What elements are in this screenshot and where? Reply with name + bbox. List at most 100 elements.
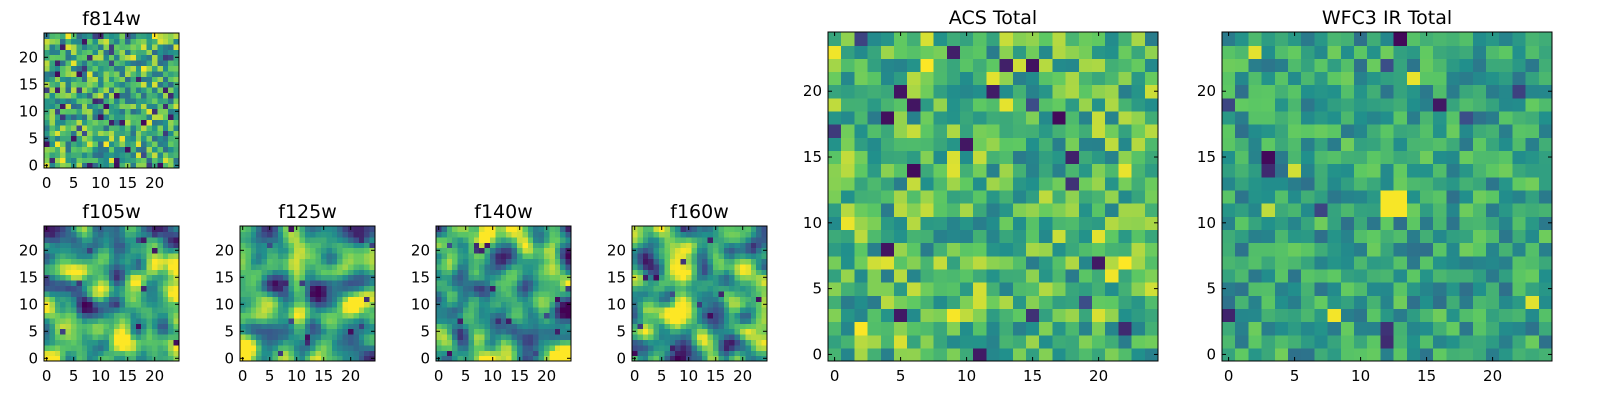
heatmap-cell — [1525, 189, 1540, 204]
heatmap-cell — [750, 274, 757, 281]
heatmap-cell — [560, 242, 567, 249]
heatmap-cell — [718, 307, 725, 313]
heatmap-cell — [71, 344, 77, 351]
heatmap-cell — [125, 285, 131, 292]
heatmap-cell — [98, 38, 104, 45]
heatmap-cell — [756, 263, 763, 270]
heatmap-cell — [686, 285, 692, 292]
heatmap-cell — [1380, 308, 1395, 323]
heatmap-cell — [81, 60, 88, 66]
heatmap-cell — [369, 231, 376, 238]
heatmap-cell — [1340, 334, 1355, 349]
heatmap-cell — [1222, 229, 1236, 244]
heatmap-cell — [92, 334, 99, 340]
heatmap-cell — [1340, 97, 1355, 112]
heatmap-cell — [1288, 242, 1302, 257]
heatmap-cell — [686, 247, 692, 254]
heatmap-cell — [740, 334, 746, 340]
heatmap-cell — [60, 339, 67, 346]
x-tick-label: 20 — [1089, 367, 1108, 385]
heatmap-cell — [1274, 45, 1289, 59]
heatmap-cell — [162, 65, 169, 72]
heatmap-cell — [986, 255, 1001, 270]
heatmap-cell — [1512, 347, 1527, 362]
heatmap-cell — [44, 38, 50, 45]
heatmap-cell — [130, 323, 137, 330]
heatmap-cell — [1512, 308, 1527, 323]
heatmap-cell — [463, 236, 469, 243]
heatmap-cell — [565, 280, 572, 286]
heatmap-cell — [544, 263, 550, 270]
heatmap-cell — [560, 263, 567, 270]
heatmap-cell — [130, 141, 137, 147]
heatmap-cell — [342, 350, 349, 357]
heatmap-cell — [135, 114, 142, 120]
heatmap-cell — [337, 269, 344, 276]
heatmap-cell — [920, 124, 935, 138]
heatmap-cell — [713, 242, 719, 249]
heatmap-cell — [60, 87, 67, 93]
heatmap-cell — [1235, 137, 1249, 152]
heatmap-cell — [565, 344, 572, 351]
heatmap-cell — [1118, 308, 1133, 323]
heatmap-cell — [141, 135, 148, 142]
heatmap-cell — [1261, 97, 1276, 112]
heatmap-cell — [358, 296, 365, 303]
heatmap-cell — [1472, 203, 1487, 217]
heatmap-cell — [463, 280, 469, 286]
heatmap-cell — [457, 258, 464, 265]
heatmap-cell — [691, 301, 698, 308]
heatmap-cell — [669, 285, 676, 292]
heatmap-cell — [446, 328, 453, 335]
heatmap-cell — [108, 70, 115, 77]
heatmap-cell — [114, 49, 121, 56]
heatmap-cell — [1092, 203, 1106, 217]
heatmap-cell — [87, 290, 94, 297]
heatmap-cell — [277, 247, 284, 254]
heatmap-cell — [49, 33, 56, 39]
heatmap-cell — [756, 301, 763, 308]
heatmap-cell — [549, 355, 556, 362]
heatmap-cell — [60, 290, 67, 297]
heatmap-cell — [54, 323, 61, 330]
heatmap-cell — [986, 137, 1001, 152]
heatmap-cell — [446, 285, 453, 292]
heatmap-cell — [1538, 255, 1553, 270]
heatmap-cell — [664, 296, 671, 303]
heatmap-cell — [71, 236, 77, 243]
heatmap-cell — [960, 308, 974, 323]
heatmap-cell — [506, 296, 513, 303]
heatmap-cell — [740, 339, 746, 346]
heatmap-cell — [337, 236, 344, 243]
heatmap-cell — [1301, 282, 1315, 296]
heatmap-cell — [506, 231, 513, 238]
x-tick-label: 0 — [1224, 367, 1234, 385]
heatmap-cell — [1538, 45, 1553, 59]
heatmap-cell — [1486, 110, 1500, 125]
heatmap-cell — [441, 328, 448, 335]
heatmap-cell — [65, 92, 72, 99]
heatmap-cell — [894, 32, 908, 46]
heatmap-cell — [894, 308, 908, 323]
heatmap-cell — [463, 247, 469, 254]
x-tick-label: 20 — [341, 367, 360, 385]
heatmap-cell — [664, 242, 671, 249]
heatmap-cell — [841, 282, 855, 296]
heatmap-cell — [108, 247, 115, 254]
heatmap-cell — [1274, 229, 1289, 244]
heatmap-cell — [527, 328, 534, 335]
heatmap-cell — [920, 71, 935, 86]
heatmap-cell — [691, 323, 698, 330]
heatmap-cell — [125, 258, 131, 265]
heatmap-cell — [527, 307, 534, 313]
heatmap-cell — [1314, 84, 1329, 99]
heatmap-cell — [135, 103, 142, 110]
heatmap-cell — [1144, 84, 1159, 99]
heatmap-cell — [675, 334, 682, 340]
heatmap-cell — [358, 247, 365, 254]
heatmap-cell — [152, 258, 158, 265]
heatmap-cell — [44, 263, 50, 270]
heatmap-cell — [76, 344, 83, 351]
heatmap-cell — [168, 269, 175, 276]
